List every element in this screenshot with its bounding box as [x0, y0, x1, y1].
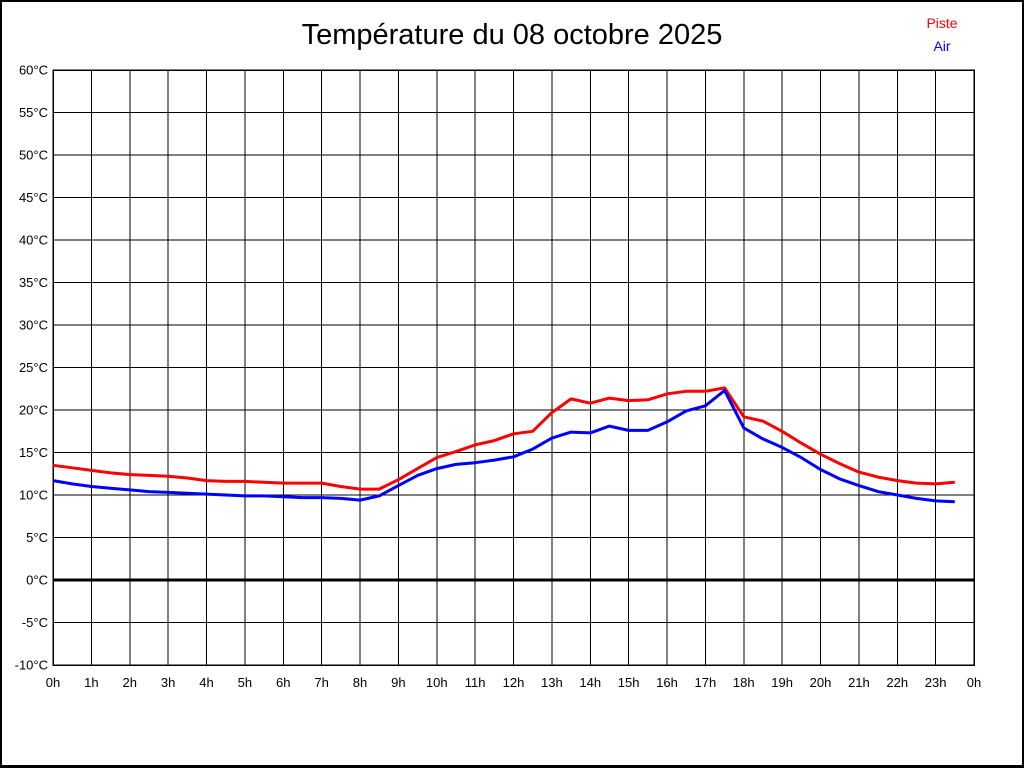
- x-tick-label-10: 10h: [426, 675, 448, 690]
- x-tick-label-11: 11h: [465, 675, 486, 690]
- y-axis-labels: 60°C 55°C 50°C 45°C 40°C 35°C 30°C 25°C 20°C 15°C…: [15, 63, 48, 673]
- x-tick-label-1: 1h: [84, 675, 98, 690]
- x-tick-label-20: 20h: [810, 675, 832, 690]
- x-tick-label-17: 17h: [695, 675, 717, 690]
- piste-line: [52, 386, 955, 491]
- plot-frame: [52, 69, 975, 666]
- x-tick-label-2: 2h: [123, 675, 137, 690]
- x-tick-label-8: 8h: [353, 675, 367, 690]
- x-tick-label-16: 16h: [656, 675, 678, 690]
- x-tick-label-22: 22h: [886, 675, 908, 690]
- y-tick-label-10: 10°C: [19, 488, 48, 503]
- y-tick-label--10: -10°C: [15, 658, 48, 673]
- x-tick-label-3: 3h: [161, 675, 175, 690]
- x-tick-label-4: 4h: [199, 675, 213, 690]
- plot-grid: [52, 69, 975, 666]
- y-tick-label-0: 0°C: [26, 573, 48, 588]
- x-tick-label-18: 18h: [733, 675, 755, 690]
- y-tick-label-40: 40°C: [19, 233, 48, 248]
- x-tick-label-7: 7h: [314, 675, 328, 690]
- x-tick-label-21: 21h: [848, 675, 870, 690]
- y-tick-label-15: 15°C: [19, 445, 48, 460]
- legend-item-air: Air: [933, 38, 951, 54]
- x-tick-label-13: 13h: [541, 675, 563, 690]
- series-layer: [52, 386, 955, 504]
- y-tick-label-25: 25°C: [19, 360, 48, 375]
- x-tick-label-24: 0h: [967, 675, 981, 690]
- y-tick-label-30: 30°C: [19, 318, 48, 333]
- x-tick-label-0: 0h: [46, 675, 60, 690]
- x-axis-labels: 0h 1h 2h 3h 4h 5h 6h 7h 8h 9h 10h 11h 12h 13h 14h 15h 16…: [46, 675, 981, 690]
- y-tick-label-20: 20°C: [19, 403, 48, 418]
- legend: Piste Air: [902, 12, 982, 58]
- x-tick-label-9: 9h: [391, 675, 405, 690]
- x-tick-label-5: 5h: [238, 675, 252, 690]
- y-tick-label--5: -5°C: [22, 615, 48, 630]
- y-tick-label-60: 60°C: [19, 63, 48, 78]
- y-tick-label-55: 55°C: [19, 105, 48, 120]
- page-title: Température du 08 octobre 2025: [301, 19, 723, 51]
- x-tick-label-14: 14h: [579, 675, 601, 690]
- y-tick-label-45: 45°C: [19, 190, 48, 205]
- x-tick-label-23: 23h: [925, 675, 947, 690]
- y-tick-label-35: 35°C: [19, 275, 48, 290]
- y-tick-label-50: 50°C: [19, 148, 48, 163]
- x-tick-label-19: 19h: [771, 675, 793, 690]
- legend-item-piste: Piste: [926, 15, 958, 31]
- y-tick-label-5: 5°C: [26, 530, 48, 545]
- x-tick-label-6: 6h: [276, 675, 290, 690]
- x-tick-label-12: 12h: [503, 675, 525, 690]
- air-line: [52, 388, 955, 504]
- x-tick-label-15: 15h: [618, 675, 640, 690]
